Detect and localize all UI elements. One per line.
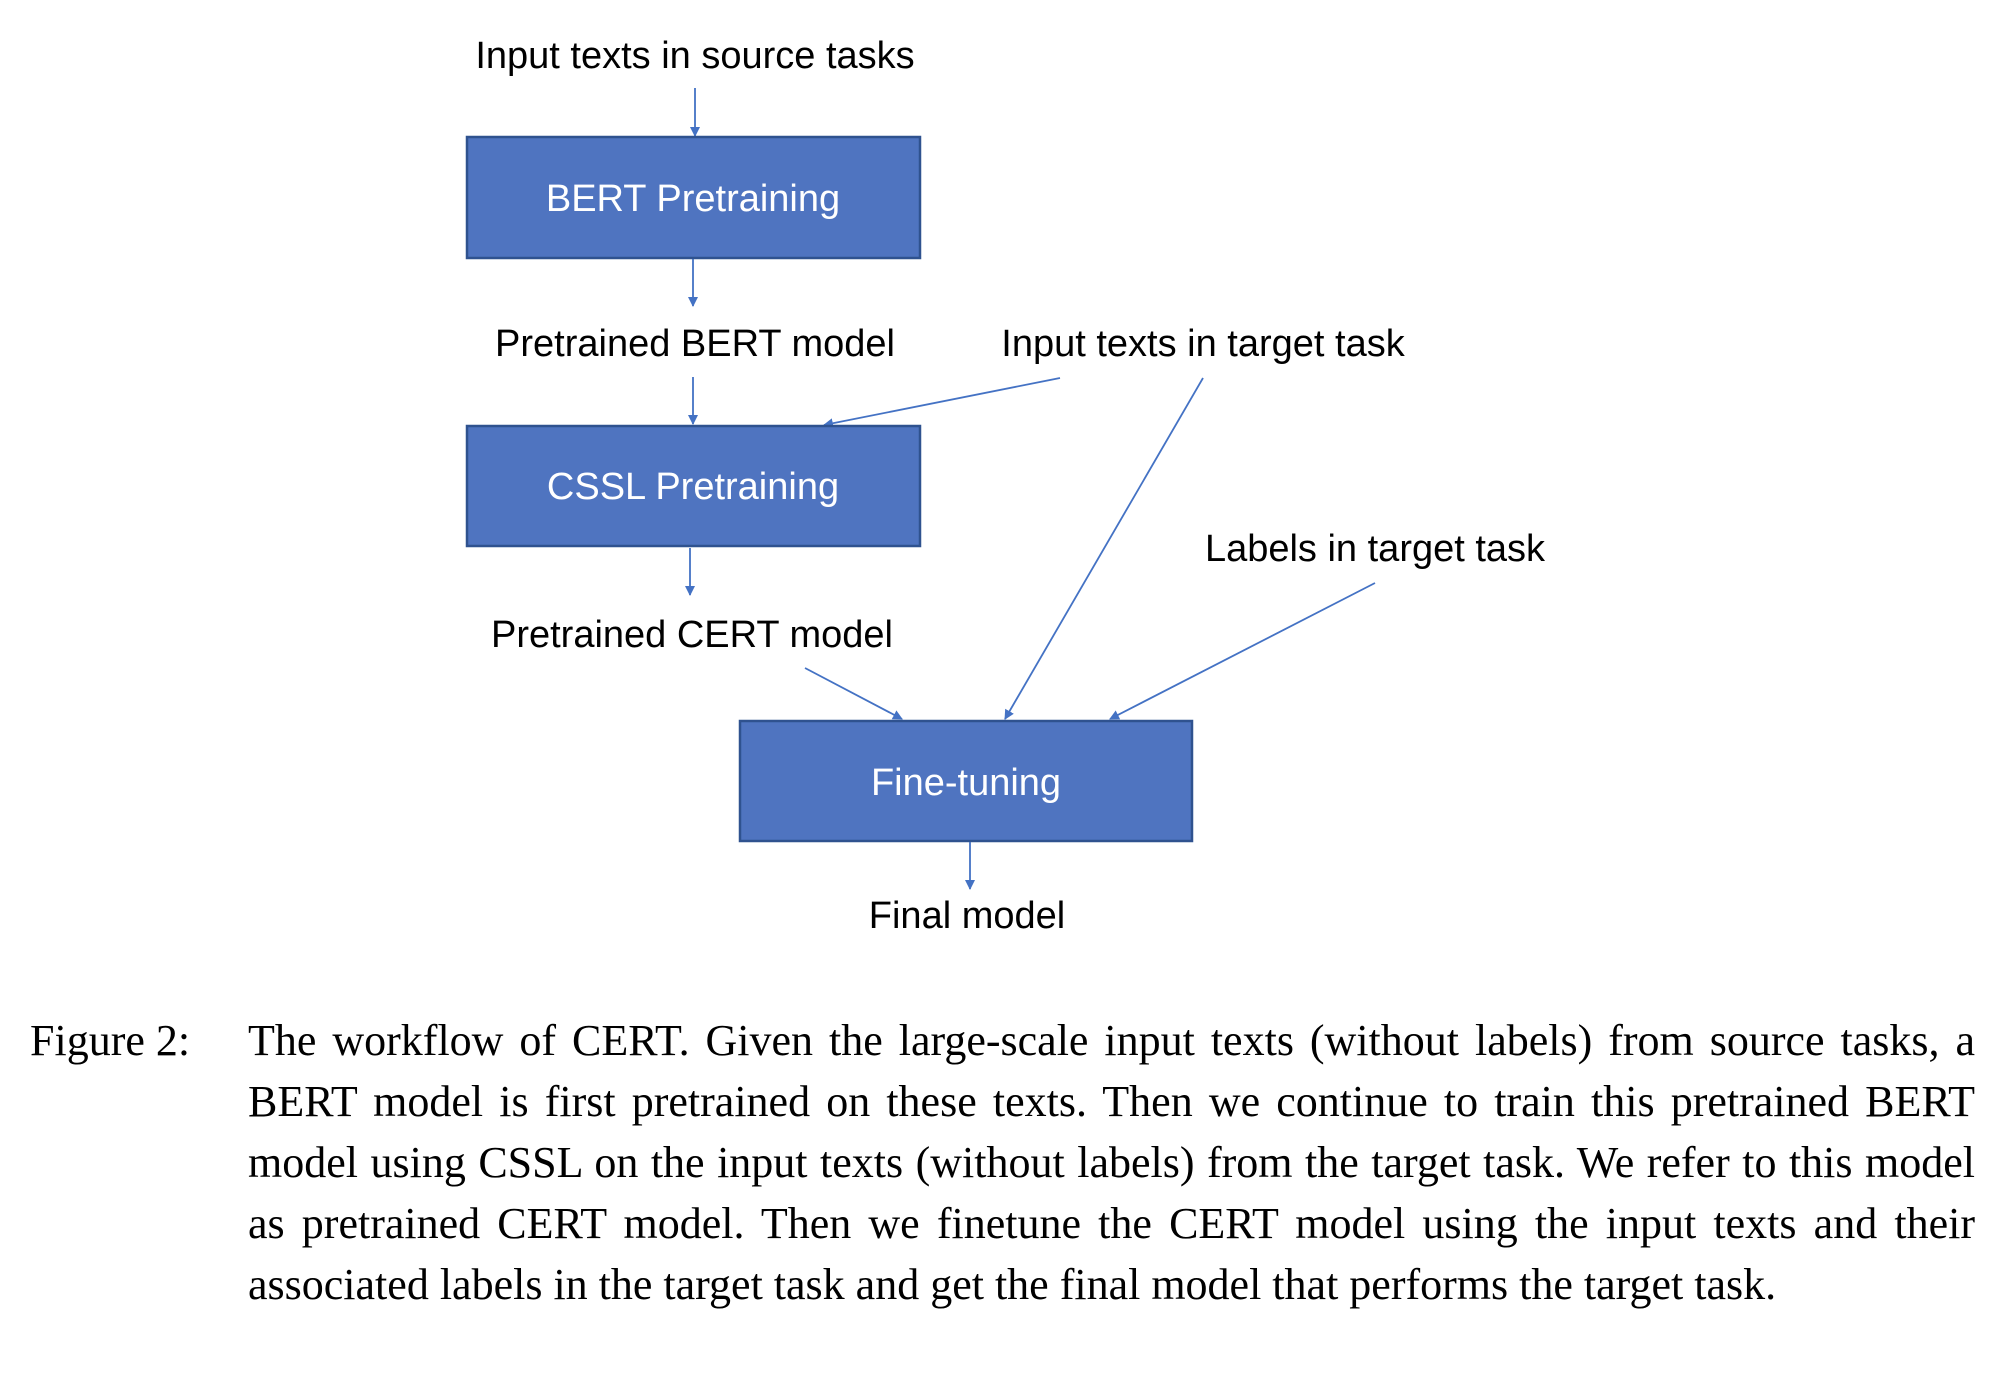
node-cssl-pretraining (465, 424, 922, 548)
arrow-pretrained-cert-to-finetuning (804, 667, 903, 720)
node-fine-tuning-label: Fine-tuning (871, 762, 1061, 804)
label-final-model: Final model (869, 895, 1065, 937)
figure-caption-label: Figure 2: (30, 1016, 191, 1065)
label-input-target-task: Input texts in target task (1001, 323, 1405, 365)
label-labels-target-task: Labels in target task (1205, 528, 1546, 570)
figure-caption: Figure 2: The workflow of CERT. Given th… (30, 1010, 1975, 1315)
workflow-diagram: Input texts in source tasks BERT Pretrai… (465, 35, 1546, 937)
label-pretrained-bert-model: Pretrained BERT model (495, 323, 895, 365)
arrow-input-target-to-finetuning (1004, 377, 1204, 720)
node-cssl-pretraining-label: CSSL Pretraining (547, 466, 839, 508)
node-fine-tuning (738, 719, 1194, 843)
label-pretrained-cert-model: Pretrained CERT model (491, 614, 893, 656)
node-bert-pretraining (465, 135, 922, 260)
arrow-input-target-to-cssl (823, 377, 1061, 429)
arrow-labels-to-finetuning (1109, 582, 1376, 720)
node-bert-pretraining-label: BERT Pretraining (546, 178, 840, 220)
figure-caption-text: The workflow of CERT. Given the large-sc… (248, 1016, 1975, 1309)
label-input-source-tasks: Input texts in source tasks (475, 35, 914, 77)
